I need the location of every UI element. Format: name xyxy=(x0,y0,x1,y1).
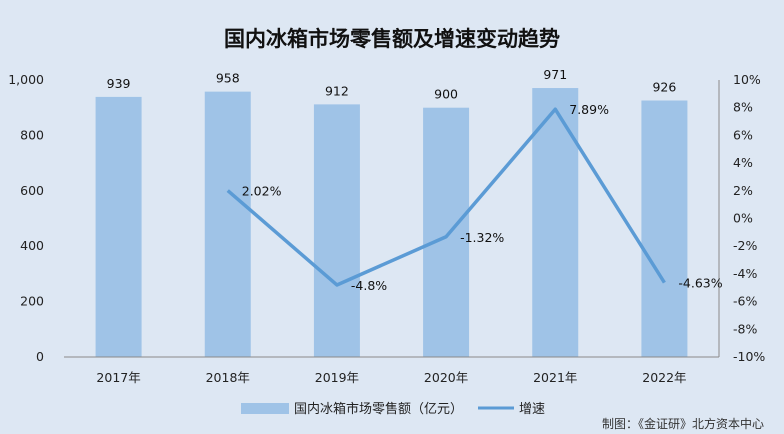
left-axis: 0 200 400 600 800 1,000 xyxy=(8,72,44,364)
bar xyxy=(641,100,688,358)
right-axis-tick-label: 6% xyxy=(733,127,753,142)
x-axis-tick-label: 2020年 xyxy=(424,370,468,385)
right-axis-tick-label: 2% xyxy=(733,183,753,198)
bar-data-label: 939 xyxy=(107,76,131,91)
x-axis-tick-label: 2018年 xyxy=(206,370,250,385)
left-axis-tick-label: 200 xyxy=(20,294,44,309)
line-data-label: 7.89% xyxy=(569,102,609,117)
right-axis: -10% -8% -6% -4% -2% 0% 2% 4% 6% 8% 10% xyxy=(718,72,765,364)
x-axis-tick-label: 2017年 xyxy=(96,370,140,385)
legend-line-label: 增速 xyxy=(519,402,545,417)
bar xyxy=(313,104,360,357)
right-axis-tick-label: 8% xyxy=(733,100,753,115)
x-axis: 2017年 2018年 2019年 2020年 2021年 2022年 xyxy=(64,356,719,385)
line-series: 2.02% -4.8% -1.32% 7.89% -4.63% xyxy=(226,102,723,293)
left-axis-tick-label: 400 xyxy=(20,238,44,253)
bar xyxy=(204,91,251,357)
growth-line xyxy=(226,107,666,287)
chart-title: 国内冰箱市场零售额及增速变动趋势 xyxy=(224,27,560,51)
line-data-label: 2.02% xyxy=(242,184,282,199)
legend: 国内冰箱市场零售额（亿元） 增速 xyxy=(241,401,545,417)
x-axis-tick-label: 2022年 xyxy=(642,370,686,385)
right-axis-tick-label: -4% xyxy=(733,266,757,281)
left-axis-tick-label: 800 xyxy=(20,127,44,142)
source-credit: 制图：《金证研》北方资本中心 xyxy=(602,416,764,431)
line-data-label: -1.32% xyxy=(460,230,504,245)
bar-data-label: 926 xyxy=(652,79,676,94)
bar-data-label: 900 xyxy=(434,87,458,102)
left-axis-tick-label: 600 xyxy=(20,183,44,198)
legend-bar-label: 国内冰箱市场零售额（亿元） xyxy=(294,401,463,417)
right-axis-tick-label: -2% xyxy=(733,238,757,253)
left-axis-tick-label: 1,000 xyxy=(8,72,44,87)
bar-data-label: 912 xyxy=(325,83,349,98)
right-axis-tick-label: -10% xyxy=(733,349,765,364)
x-axis-tick-label: 2019年 xyxy=(315,370,359,385)
right-axis-tick-label: 4% xyxy=(733,155,753,170)
bar xyxy=(423,107,470,357)
left-axis-tick-label: 0 xyxy=(36,349,44,364)
bar-data-label: 958 xyxy=(216,71,240,86)
right-axis-tick-label: 10% xyxy=(733,72,761,87)
bar xyxy=(95,96,142,357)
right-axis-tick-label: -8% xyxy=(733,321,757,336)
line-data-label: -4.63% xyxy=(678,276,722,291)
x-axis-tick-label: 2021年 xyxy=(533,370,577,385)
right-axis-tick-label: 0% xyxy=(733,211,753,226)
line-data-label: -4.8% xyxy=(351,278,387,293)
bar-data-label: 971 xyxy=(543,67,567,82)
legend-bar-swatch xyxy=(241,403,289,414)
right-axis-tick-label: -6% xyxy=(733,294,757,309)
